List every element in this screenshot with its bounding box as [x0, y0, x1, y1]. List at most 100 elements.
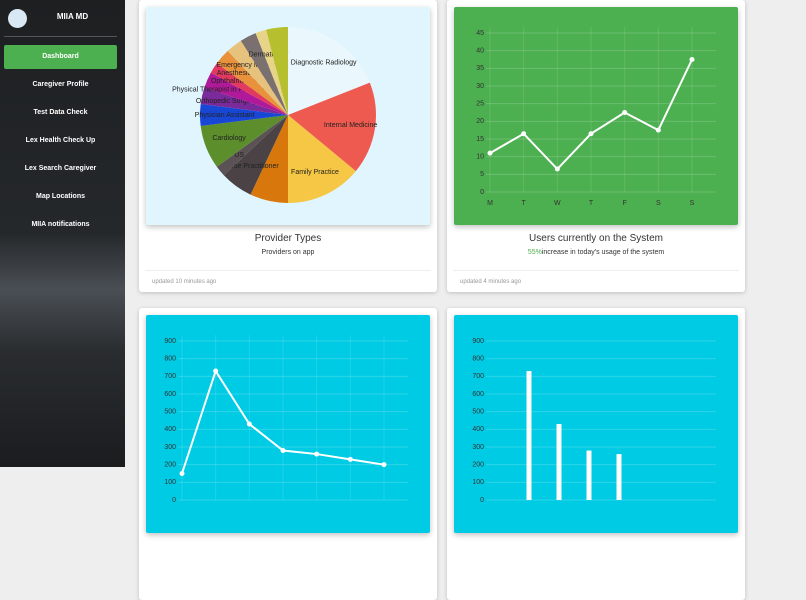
y-tick-label: 700 [164, 373, 176, 380]
y-tick-label: 900 [164, 338, 176, 345]
y-tick-label: 35 [476, 65, 484, 72]
point [655, 127, 661, 133]
y-tick-label: 200 [164, 462, 176, 469]
y-tick-label: 500 [472, 409, 484, 416]
pie-slice [240, 33, 288, 115]
slice-label: Cardiology [212, 135, 246, 142]
nav-item[interactable]: Lex Search Caregiver [24, 165, 97, 172]
pie-slice [288, 115, 356, 203]
nav-item[interactable]: Lex Health Check Up [25, 137, 96, 144]
y-tick-label: 0 [172, 497, 176, 504]
pie-slice [216, 50, 288, 115]
y-tick-label: 200 [472, 462, 484, 469]
logo[interactable] [8, 9, 27, 28]
card-subtitle: 55%increase in today's usage of the syst… [447, 249, 745, 256]
y-tick-label: 800 [164, 356, 176, 363]
point [179, 471, 185, 476]
pie-slice [204, 72, 288, 115]
y-tick-label: 400 [164, 426, 176, 433]
y-tick-label: 500 [164, 409, 176, 416]
bar [616, 454, 622, 500]
divider [453, 270, 739, 271]
subtitle-text: Providers on app [261, 249, 315, 256]
slice-label: Ophthalmology [211, 78, 259, 85]
x-tick-label: F [623, 200, 627, 207]
card: 0 100 200 300 400 500 600 700 800 900 [447, 308, 745, 600]
point [689, 57, 695, 62]
point [246, 421, 252, 427]
x-tick-label: M [487, 200, 493, 207]
slice-label: Emergency Medicine [216, 62, 281, 69]
y-tick-label: 700 [472, 373, 484, 380]
point [588, 131, 594, 137]
divider [145, 270, 431, 271]
page: MIIA MD Dashboard Caregiver Profile Test D… [0, 0, 745, 600]
nav-item[interactable]: Map Locations [35, 193, 85, 200]
nav-item[interactable]: MIIA notifications [31, 221, 90, 228]
y-tick-label: 300 [472, 444, 484, 451]
pie-slice [266, 27, 288, 115]
brand: MIIA MD [56, 12, 89, 21]
y-tick-label: 600 [472, 391, 484, 398]
x-tick-label: S [656, 200, 661, 207]
card-footer: updated 10 minutes ago [152, 279, 217, 285]
sidebar: MIIA MD Dashboard Caregiver Profile Test D… [0, 0, 125, 467]
chart: 0 100 200 300 400 500 600 700 800 900 [164, 335, 408, 504]
pie-slice [200, 103, 288, 127]
slice-label: US [234, 152, 244, 159]
point [521, 131, 527, 137]
y-tick-label: 25 [476, 101, 484, 108]
point [280, 448, 286, 454]
chart-header: 0 100 200 300 400 500 600 700 800 900 [454, 315, 738, 533]
pie-slice [223, 115, 288, 195]
pie-slice [255, 29, 288, 116]
y-tick-label: 800 [472, 356, 484, 363]
bar [526, 371, 532, 500]
slice-label: Diagnostic Radiology [291, 59, 357, 66]
slice-label: Physician Assistant [195, 112, 255, 119]
x-tick-label: T [589, 200, 594, 207]
point [554, 166, 560, 172]
pie-slice [200, 87, 288, 115]
card: 0 100 200 300 400 500 600 700 800 900 [139, 308, 437, 600]
nav-item[interactable]: Caregiver Profile [32, 81, 89, 88]
chart-header: 0 100 200 300 400 500 600 700 800 900 [146, 315, 430, 533]
slice-label: Anesthesiology [217, 70, 265, 77]
y-tick-label: 100 [164, 479, 176, 486]
subtitle-text: increase in today's usage of the system [541, 249, 665, 256]
chart-header: Diagnostic Radiology Internal Medicine Fam… [146, 7, 430, 225]
x-tick-label: S [690, 200, 695, 207]
y-tick-label: 40 [476, 48, 484, 55]
y-tick-label: 0 [480, 497, 484, 504]
slice-label: Family Practice [291, 169, 339, 176]
pie-slice [250, 115, 288, 203]
bar [556, 424, 562, 500]
point [347, 456, 353, 462]
card-title: Users currently on the System [529, 233, 663, 244]
pie-slice [288, 82, 376, 172]
pie-slice [227, 40, 288, 115]
slice-label: Physical Therapist in Private Practice [172, 87, 288, 94]
separator [4, 36, 117, 37]
card-subtitle: Providers on app [139, 249, 437, 256]
slice-label: Nurse Practitioner [223, 163, 280, 170]
y-tick-label: 900 [472, 338, 484, 345]
slice-label: Dermatology [249, 52, 289, 59]
highlight: 55% [527, 249, 542, 256]
card-footer: updated 4 minutes ago [460, 279, 522, 285]
nav-item[interactable]: Dashboard [4, 45, 117, 69]
point [487, 150, 493, 156]
y-tick-label: 100 [472, 479, 484, 486]
card: Diagnostic Radiology Internal Medicine Fam… [139, 0, 437, 292]
x-tick-label: T [522, 200, 527, 207]
point [622, 110, 628, 115]
chart-header: 0 5 10 15 20 25 30 35 40 45 M T W T F S S [454, 7, 738, 225]
y-tick-label: 0 [480, 189, 484, 196]
y-tick-label: 600 [164, 391, 176, 398]
pie-slice [210, 63, 288, 115]
bar [586, 450, 592, 500]
point [314, 451, 320, 457]
x-tick-label: W [554, 200, 561, 207]
chart: 0 100 200 300 400 500 600 700 800 900 [472, 338, 716, 504]
nav-item[interactable]: Test Data Check [33, 109, 88, 116]
